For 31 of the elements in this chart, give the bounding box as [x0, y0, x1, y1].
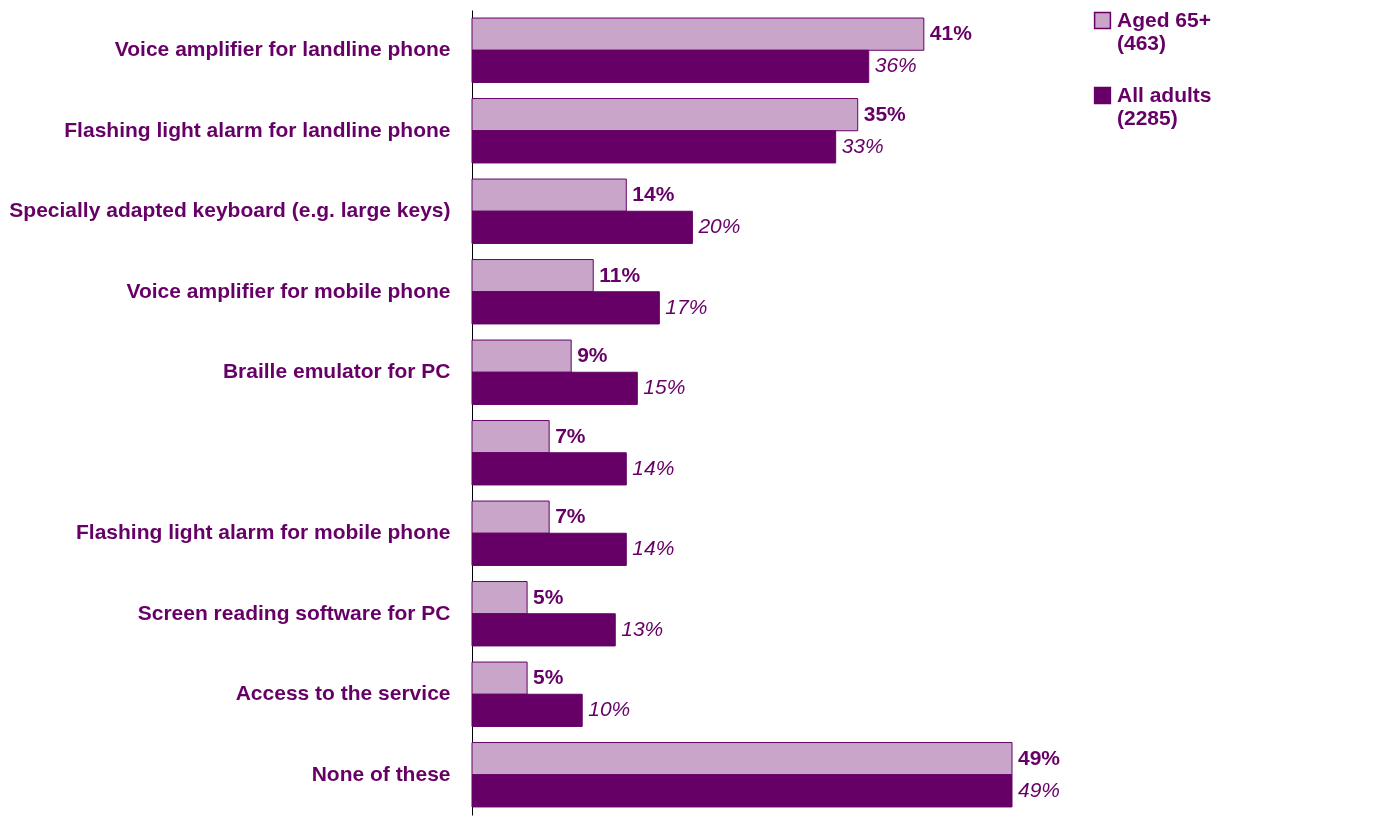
- data-label: 20%: [697, 214, 741, 238]
- y-tick-label: None of these: [311, 761, 451, 785]
- y-tick-label: Voice amplifier for mobile phone: [126, 278, 451, 302]
- data-label: 17%: [665, 294, 708, 318]
- data-label: 49%: [1018, 777, 1061, 801]
- y-tick-label: Access to the service: [235, 681, 451, 705]
- data-label: 41%: [929, 21, 973, 45]
- data-label: 7%: [555, 504, 586, 528]
- y-tick-label: Specially adapted keyboard (e.g. large keys): [9, 198, 451, 222]
- data-label: 49%: [1018, 745, 1061, 769]
- legend-label: All adults (2285): [1117, 82, 1212, 129]
- data-label: 9%: [577, 343, 608, 367]
- y-tick-label: Flashing light alarm for landline phone: [64, 117, 451, 141]
- legend-label: Aged 65+ (463): [1117, 7, 1211, 54]
- data-label: 33%: [841, 133, 884, 157]
- y-tick-label: Flashing light alarm for mobile phone: [75, 520, 451, 544]
- data-label: 10%: [588, 697, 631, 721]
- data-label: 14%: [632, 536, 675, 560]
- data-label: 35%: [863, 101, 907, 125]
- data-label: 5%: [533, 665, 564, 689]
- data-label: 7%: [555, 423, 586, 447]
- data-label: 11%: [599, 262, 641, 286]
- y-tick-label: Braille emulator for PC: [222, 359, 451, 383]
- y-tick-label: Voice amplifier for landline phone: [114, 37, 451, 61]
- data-label: 36%: [874, 53, 917, 77]
- data-label: 13%: [621, 616, 664, 640]
- data-label: 14%: [632, 455, 675, 479]
- data-label: 14%: [632, 182, 675, 206]
- data-label: 5%: [533, 584, 564, 608]
- y-tick-label: Screen reading software for PC: [137, 600, 451, 624]
- data-label: 15%: [643, 375, 686, 399]
